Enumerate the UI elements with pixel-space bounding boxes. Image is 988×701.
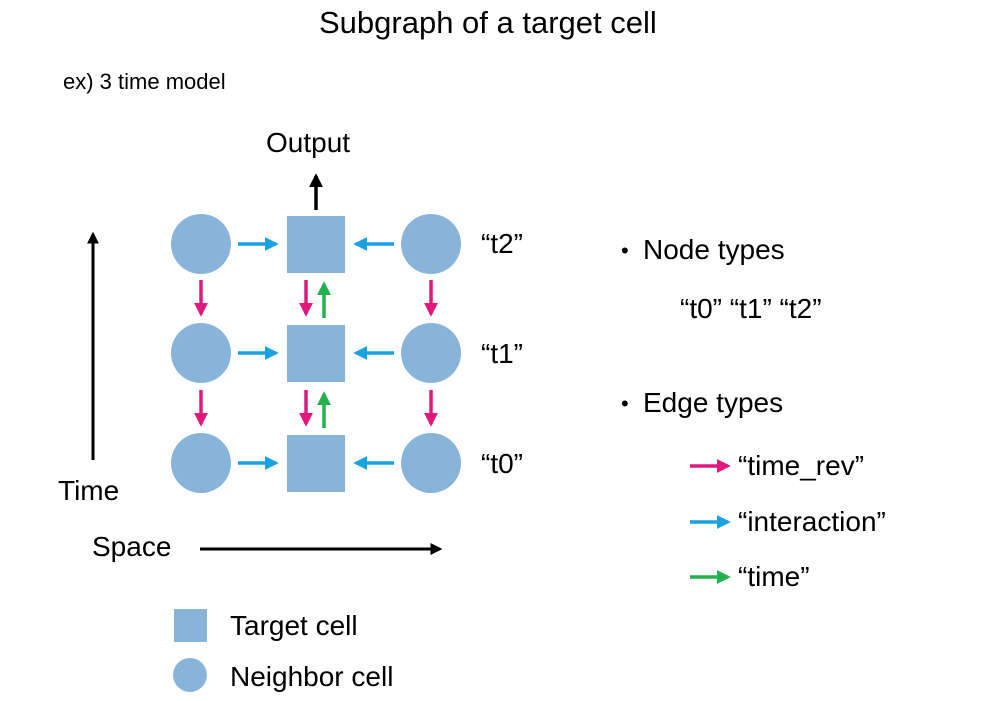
neighbor-node-right-t1 xyxy=(401,323,461,383)
edge-type-time-label: “time” xyxy=(738,561,810,592)
page-title: Subgraph of a target cell xyxy=(319,5,657,40)
target-node-t2 xyxy=(287,216,345,273)
edge-type-time-rev-label: “time_rev” xyxy=(738,450,865,481)
legend-target-cell-square xyxy=(174,609,207,642)
edge-type-interaction-label: “interaction” xyxy=(738,506,886,537)
edge-types-heading: Edge types xyxy=(643,387,784,418)
node-types-bullet: • xyxy=(621,238,629,263)
target-node-t0 xyxy=(287,435,345,492)
edge-types-bullet: • xyxy=(621,391,629,416)
neighbor-node-left-t1 xyxy=(171,323,231,383)
time-label-t0: “t0” xyxy=(481,448,523,479)
legend-target-cell-label: Target cell xyxy=(230,610,358,641)
neighbor-node-left-t0 xyxy=(171,433,231,493)
legend-neighbor-cell-circle xyxy=(173,658,207,692)
time-label-t2: “t2” xyxy=(481,228,523,259)
node-types-list: “t0” “t1” “t2” xyxy=(680,293,822,324)
neighbor-node-right-t2 xyxy=(401,214,461,274)
time-label-t1: “t1” xyxy=(481,338,523,369)
neighbor-node-left-t2 xyxy=(171,214,231,274)
node-types-heading: Node types xyxy=(643,234,785,265)
target-node-t1 xyxy=(287,325,345,382)
output-label: Output xyxy=(266,127,351,158)
page-subtitle: ex) 3 time model xyxy=(63,69,226,94)
legend-neighbor-cell-label: Neighbor cell xyxy=(230,661,394,692)
space-axis-label: Space xyxy=(92,531,172,562)
neighbor-node-right-t0 xyxy=(401,433,461,493)
time-axis-label: Time xyxy=(58,475,120,506)
